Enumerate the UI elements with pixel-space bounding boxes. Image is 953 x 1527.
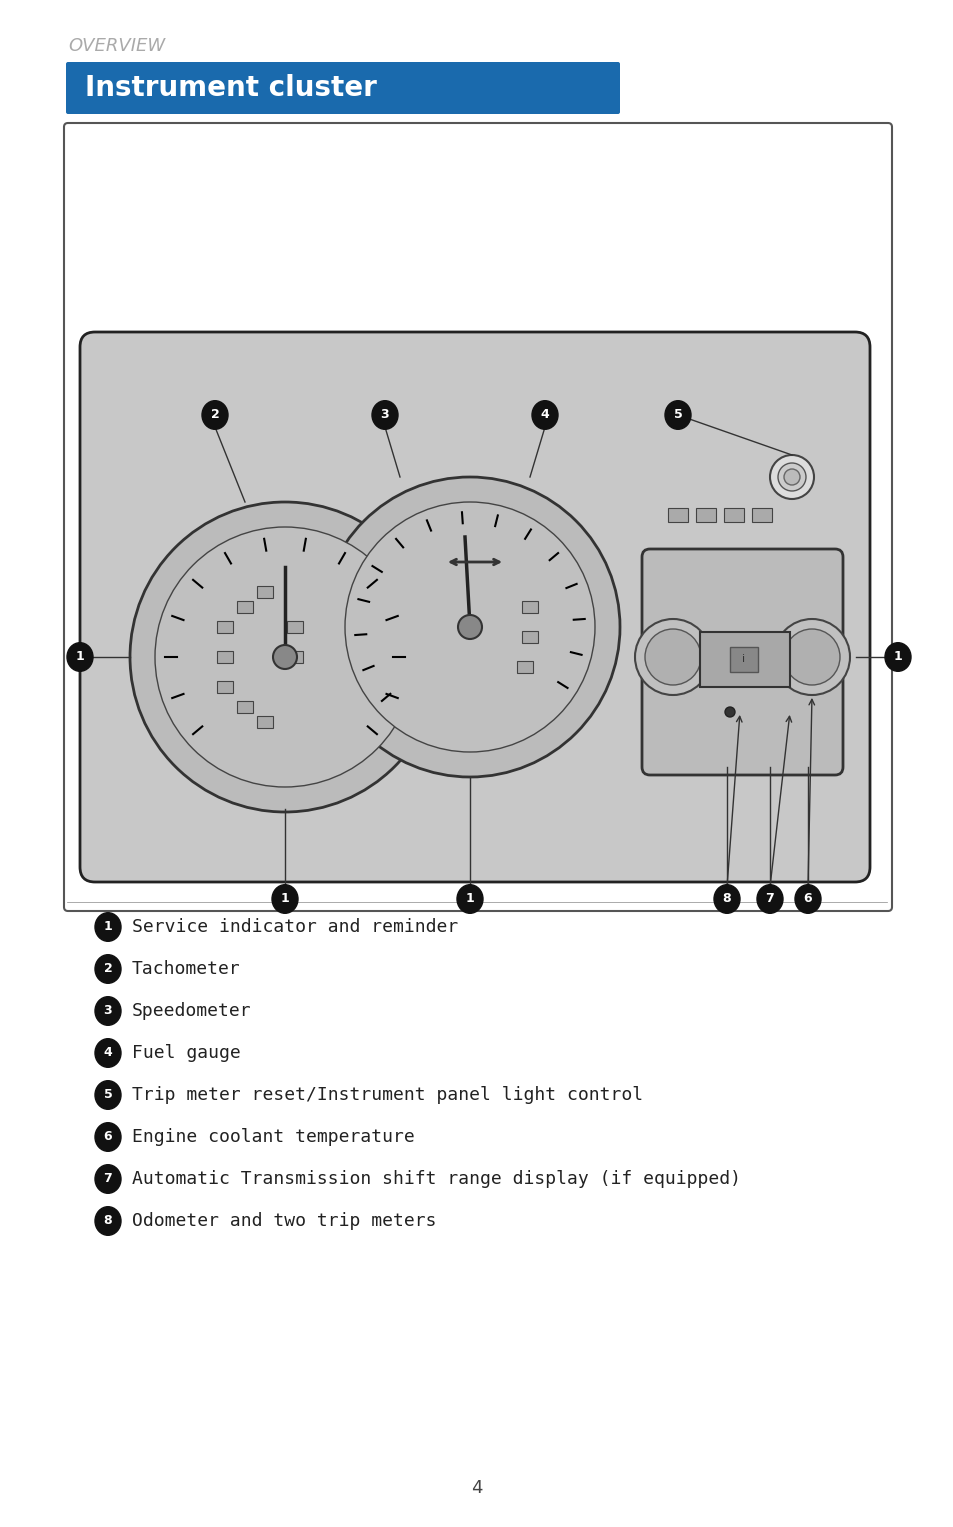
Text: 8: 8 xyxy=(104,1214,112,1228)
Ellipse shape xyxy=(95,954,121,983)
Bar xyxy=(216,651,233,663)
Circle shape xyxy=(783,469,800,486)
Ellipse shape xyxy=(95,913,121,941)
Ellipse shape xyxy=(456,884,482,913)
Circle shape xyxy=(773,618,849,695)
Ellipse shape xyxy=(67,643,92,672)
Text: 7: 7 xyxy=(765,892,774,906)
Bar xyxy=(517,661,533,673)
Ellipse shape xyxy=(757,884,782,913)
Ellipse shape xyxy=(664,400,690,429)
Text: Automatic Transmission shift range display (if equipped): Automatic Transmission shift range displ… xyxy=(132,1170,740,1188)
Circle shape xyxy=(345,502,595,751)
Bar xyxy=(521,631,537,643)
Ellipse shape xyxy=(272,884,297,913)
Ellipse shape xyxy=(95,1081,121,1109)
Circle shape xyxy=(273,644,296,669)
Ellipse shape xyxy=(95,1038,121,1067)
Ellipse shape xyxy=(95,1165,121,1193)
Bar xyxy=(216,621,233,634)
Bar xyxy=(723,508,743,522)
Circle shape xyxy=(319,476,619,777)
Circle shape xyxy=(644,629,700,686)
Text: Odometer and two trip meters: Odometer and two trip meters xyxy=(132,1212,436,1231)
Circle shape xyxy=(130,502,439,812)
Ellipse shape xyxy=(372,400,397,429)
Bar xyxy=(256,586,273,599)
Circle shape xyxy=(778,463,805,492)
Circle shape xyxy=(769,455,813,499)
FancyBboxPatch shape xyxy=(641,550,842,776)
Text: 1: 1 xyxy=(465,892,474,906)
Text: 5: 5 xyxy=(104,1089,112,1101)
Ellipse shape xyxy=(532,400,558,429)
Bar xyxy=(696,508,716,522)
Text: 5: 5 xyxy=(673,409,681,421)
Text: 4: 4 xyxy=(471,1480,482,1496)
Ellipse shape xyxy=(95,1206,121,1235)
Circle shape xyxy=(154,527,415,786)
Text: Service indicator and reminder: Service indicator and reminder xyxy=(132,918,457,936)
Bar xyxy=(287,621,303,634)
Bar xyxy=(751,508,771,522)
Bar xyxy=(287,651,303,663)
Text: Engine coolant temperature: Engine coolant temperature xyxy=(132,1128,415,1145)
Bar xyxy=(521,602,537,612)
Text: 4: 4 xyxy=(540,409,549,421)
Text: 2: 2 xyxy=(104,962,112,976)
Bar xyxy=(700,632,789,687)
Circle shape xyxy=(635,618,710,695)
Ellipse shape xyxy=(95,1122,121,1151)
Bar xyxy=(216,681,233,693)
FancyBboxPatch shape xyxy=(80,331,869,883)
Text: Tachometer: Tachometer xyxy=(132,960,240,977)
Circle shape xyxy=(783,629,840,686)
Text: 7: 7 xyxy=(104,1173,112,1185)
Ellipse shape xyxy=(713,884,740,913)
Circle shape xyxy=(457,615,481,638)
Circle shape xyxy=(724,707,734,718)
Text: 6: 6 xyxy=(104,1130,112,1144)
Text: 1: 1 xyxy=(893,651,902,664)
Text: Fuel gauge: Fuel gauge xyxy=(132,1044,240,1061)
Text: 1: 1 xyxy=(75,651,84,664)
Bar xyxy=(236,701,253,713)
FancyBboxPatch shape xyxy=(66,63,619,115)
Text: 8: 8 xyxy=(722,892,731,906)
Text: 4: 4 xyxy=(104,1046,112,1060)
Ellipse shape xyxy=(884,643,910,672)
Text: 3: 3 xyxy=(104,1005,112,1017)
Text: Trip meter reset/Instrument panel light control: Trip meter reset/Instrument panel light … xyxy=(132,1086,642,1104)
Text: 2: 2 xyxy=(211,409,219,421)
FancyBboxPatch shape xyxy=(64,124,891,912)
Text: 6: 6 xyxy=(802,892,811,906)
Ellipse shape xyxy=(794,884,821,913)
Text: i: i xyxy=(741,654,745,664)
Bar xyxy=(667,508,687,522)
Text: Instrument cluster: Instrument cluster xyxy=(85,73,376,102)
Text: Speedometer: Speedometer xyxy=(132,1002,252,1020)
Bar xyxy=(256,716,273,728)
Text: 1: 1 xyxy=(104,921,112,933)
Ellipse shape xyxy=(202,400,228,429)
Text: OVERVIEW: OVERVIEW xyxy=(68,37,165,55)
Text: 1: 1 xyxy=(280,892,289,906)
Bar xyxy=(236,602,253,612)
Bar xyxy=(729,647,758,672)
Text: 3: 3 xyxy=(380,409,389,421)
Ellipse shape xyxy=(95,997,121,1025)
